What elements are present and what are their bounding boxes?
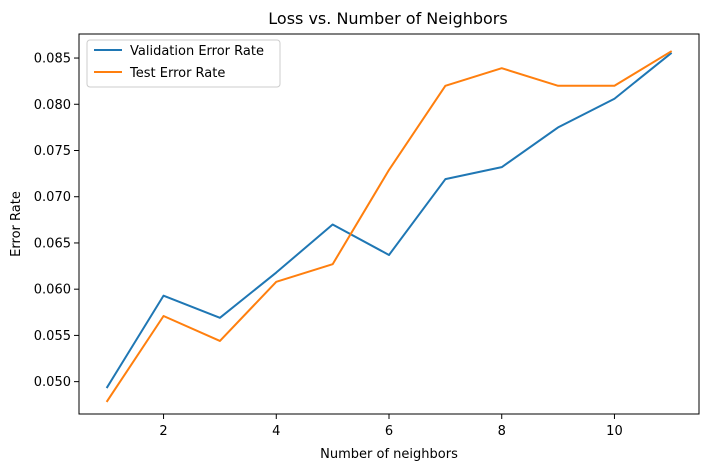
- y-axis: 0.050 0.055 0.060 0.065 0.070 0.075 0.080 0.085: [34, 52, 79, 390]
- chart-title: Loss vs. Number of Neighbors: [268, 9, 507, 28]
- x-axis: 2 4 6 8 10: [159, 414, 623, 439]
- x-tick-label: 10: [606, 424, 623, 439]
- x-tick-label: 8: [498, 424, 506, 439]
- y-tick-label: 0.055: [34, 329, 71, 344]
- y-tick-label: 0.050: [34, 375, 71, 390]
- series-layer: [105, 50, 673, 403]
- legend-label-test-error-rate: Test Error Rate: [129, 66, 225, 81]
- plot-area-frame: [78, 33, 700, 415]
- legend-label-validation-error-rate: Validation Error Rate: [130, 44, 264, 59]
- legend: Validation Error Rate Test Error Rate: [86, 39, 281, 88]
- x-tick-label: 4: [272, 424, 280, 439]
- series-line-validation-error-rate: [105, 52, 673, 389]
- y-tick-label: 0.080: [34, 98, 71, 113]
- y-tick-label: 0.065: [34, 236, 71, 251]
- legend-box: [86, 39, 281, 88]
- y-tick-label: 0.060: [34, 283, 71, 298]
- y-tick-label: 0.075: [34, 144, 71, 159]
- y-axis-label: Error Rate: [9, 191, 24, 257]
- x-tick-label: 6: [385, 424, 393, 439]
- y-tick-label: 0.070: [34, 190, 71, 205]
- y-tick-label: 0.085: [34, 52, 71, 67]
- x-tick-label: 2: [159, 424, 167, 439]
- x-axis-label: Number of neighbors: [320, 447, 458, 462]
- series-line-test-error-rate: [105, 50, 673, 403]
